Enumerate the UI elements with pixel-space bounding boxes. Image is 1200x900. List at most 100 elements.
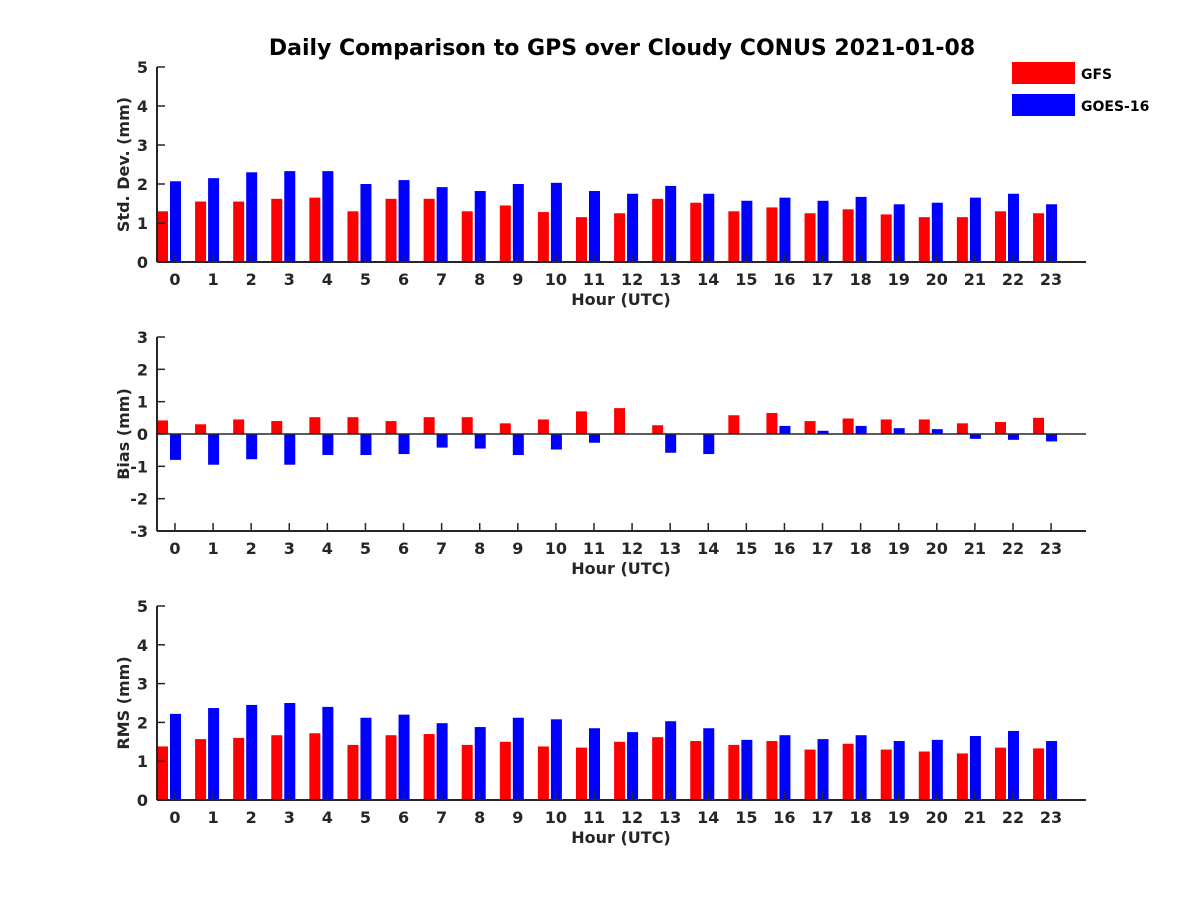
bar-bias-goes16-10 (550, 434, 562, 450)
bar-std-goes16-22 (1007, 193, 1019, 262)
bar-std-gfs-9 (499, 205, 511, 262)
bar-bias-gfs-11 (575, 411, 587, 434)
bar-bias-gfs-4 (309, 417, 321, 434)
x-tick-label-rms-13: 13 (659, 808, 681, 827)
bar-bias-goes16-19 (893, 428, 905, 434)
y-axis-label-rms: RMS (mm) (114, 656, 133, 749)
bar-rms-gfs-18 (842, 743, 854, 800)
x-tick-label-bias-0: 0 (169, 539, 180, 558)
bar-bias-gfs-12 (614, 408, 626, 434)
x-tick-label-bias-10: 10 (545, 539, 567, 558)
x-tick-label-rms-23: 23 (1040, 808, 1062, 827)
x-tick-label-rms-5: 5 (360, 808, 371, 827)
bar-std-goes16-0 (170, 181, 181, 262)
legend-label-goes16: GOES-16 (1081, 99, 1149, 115)
y-tick-label-rms-2: 2 (137, 713, 148, 732)
bar-std-gfs-13 (652, 198, 664, 262)
bar-std-goes16-14 (703, 193, 715, 262)
bar-rms-gfs-9 (499, 741, 511, 800)
bar-bias-gfs-0 (157, 420, 168, 434)
x-tick-label-std-8: 8 (474, 270, 485, 289)
x-tick-label-rms-17: 17 (811, 808, 833, 827)
bar-bias-gfs-1 (195, 424, 207, 434)
bar-rms-gfs-5 (347, 744, 359, 800)
bar-rms-gfs-6 (385, 735, 397, 800)
bar-bias-gfs-20 (918, 419, 930, 434)
bar-rms-gfs-3 (271, 735, 283, 800)
x-tick-label-rms-11: 11 (583, 808, 605, 827)
bar-rms-goes16-9 (512, 717, 524, 800)
bar-std-goes16-1 (208, 178, 220, 262)
x-tick-label-std-6: 6 (398, 270, 409, 289)
bar-std-gfs-8 (461, 211, 473, 262)
bar-std-goes16-17 (817, 200, 829, 262)
x-tick-label-bias-2: 2 (246, 539, 257, 558)
x-tick-label-rms-9: 9 (512, 808, 523, 827)
bar-std-goes16-15 (741, 200, 753, 262)
x-tick-label-rms-3: 3 (284, 808, 295, 827)
x-tick-label-bias-9: 9 (512, 539, 523, 558)
bar-bias-goes16-18 (855, 425, 867, 434)
y-tick-label-bias-1: 1 (137, 393, 148, 412)
y-tick-label-bias--2: -2 (130, 490, 148, 509)
bar-bias-goes16-7 (436, 434, 448, 448)
bar-std-goes16-20 (931, 202, 943, 262)
x-tick-label-std-14: 14 (697, 270, 719, 289)
bar-std-gfs-5 (347, 211, 359, 262)
bar-bias-goes16-17 (817, 430, 829, 434)
x-tick-label-rms-10: 10 (545, 808, 567, 827)
x-tick-label-std-16: 16 (773, 270, 795, 289)
x-tick-label-bias-14: 14 (697, 539, 719, 558)
bar-bias-goes16-4 (322, 434, 334, 456)
bar-std-goes16-11 (588, 191, 600, 262)
y-tick-label-bias-3: 3 (137, 328, 148, 347)
bar-rms-goes16-16 (779, 735, 791, 800)
bar-rms-goes16-20 (931, 739, 943, 800)
bar-bias-goes16-8 (474, 434, 486, 449)
bar-rms-goes16-6 (398, 714, 410, 800)
x-tick-label-rms-1: 1 (208, 808, 219, 827)
bar-std-gfs-21 (956, 217, 968, 262)
x-axis-label-rms: Hour (UTC) (571, 828, 671, 847)
bar-rms-goes16-19 (893, 741, 905, 800)
bar-rms-gfs-23 (1033, 748, 1045, 800)
bar-rms-gfs-8 (461, 744, 473, 800)
x-tick-label-bias-21: 21 (964, 539, 986, 558)
bar-std-goes16-12 (627, 193, 639, 262)
bar-bias-gfs-16 (766, 412, 778, 434)
x-tick-label-std-22: 22 (1002, 270, 1024, 289)
y-tick-label-bias--1: -1 (130, 457, 148, 476)
x-tick-label-rms-15: 15 (735, 808, 757, 827)
bar-std-goes16-9 (512, 184, 524, 262)
x-tick-label-rms-2: 2 (246, 808, 257, 827)
y-tick-label-std-3: 3 (137, 136, 148, 155)
bar-std-gfs-22 (994, 211, 1006, 262)
bar-rms-gfs-21 (956, 753, 968, 800)
y-tick-label-rms-4: 4 (137, 636, 148, 655)
bar-rms-goes16-10 (550, 719, 562, 800)
bar-bias-goes16-3 (284, 434, 296, 465)
y-tick-label-std-4: 4 (137, 97, 148, 116)
bar-std-gfs-18 (842, 209, 854, 262)
x-tick-label-bias-19: 19 (888, 539, 910, 558)
x-tick-label-bias-18: 18 (849, 539, 871, 558)
x-tick-label-std-21: 21 (964, 270, 986, 289)
x-tick-label-rms-12: 12 (621, 808, 643, 827)
x-tick-label-rms-4: 4 (322, 808, 333, 827)
bar-rms-goes16-4 (322, 706, 334, 800)
bar-rms-gfs-2 (233, 737, 245, 800)
x-tick-label-std-23: 23 (1040, 270, 1062, 289)
bar-rms-goes16-14 (703, 728, 715, 800)
bar-rms-gfs-22 (994, 747, 1006, 800)
bar-std-gfs-20 (918, 217, 930, 262)
x-tick-label-rms-6: 6 (398, 808, 409, 827)
bar-std-goes16-6 (398, 180, 410, 262)
x-tick-label-std-12: 12 (621, 270, 643, 289)
bar-std-goes16-3 (284, 171, 296, 262)
bar-std-goes16-16 (779, 197, 791, 262)
x-tick-label-bias-16: 16 (773, 539, 795, 558)
bar-rms-goes16-13 (665, 721, 677, 800)
x-tick-label-std-18: 18 (849, 270, 871, 289)
bar-rms-goes16-18 (855, 735, 867, 800)
bar-rms-goes16-11 (588, 728, 600, 800)
